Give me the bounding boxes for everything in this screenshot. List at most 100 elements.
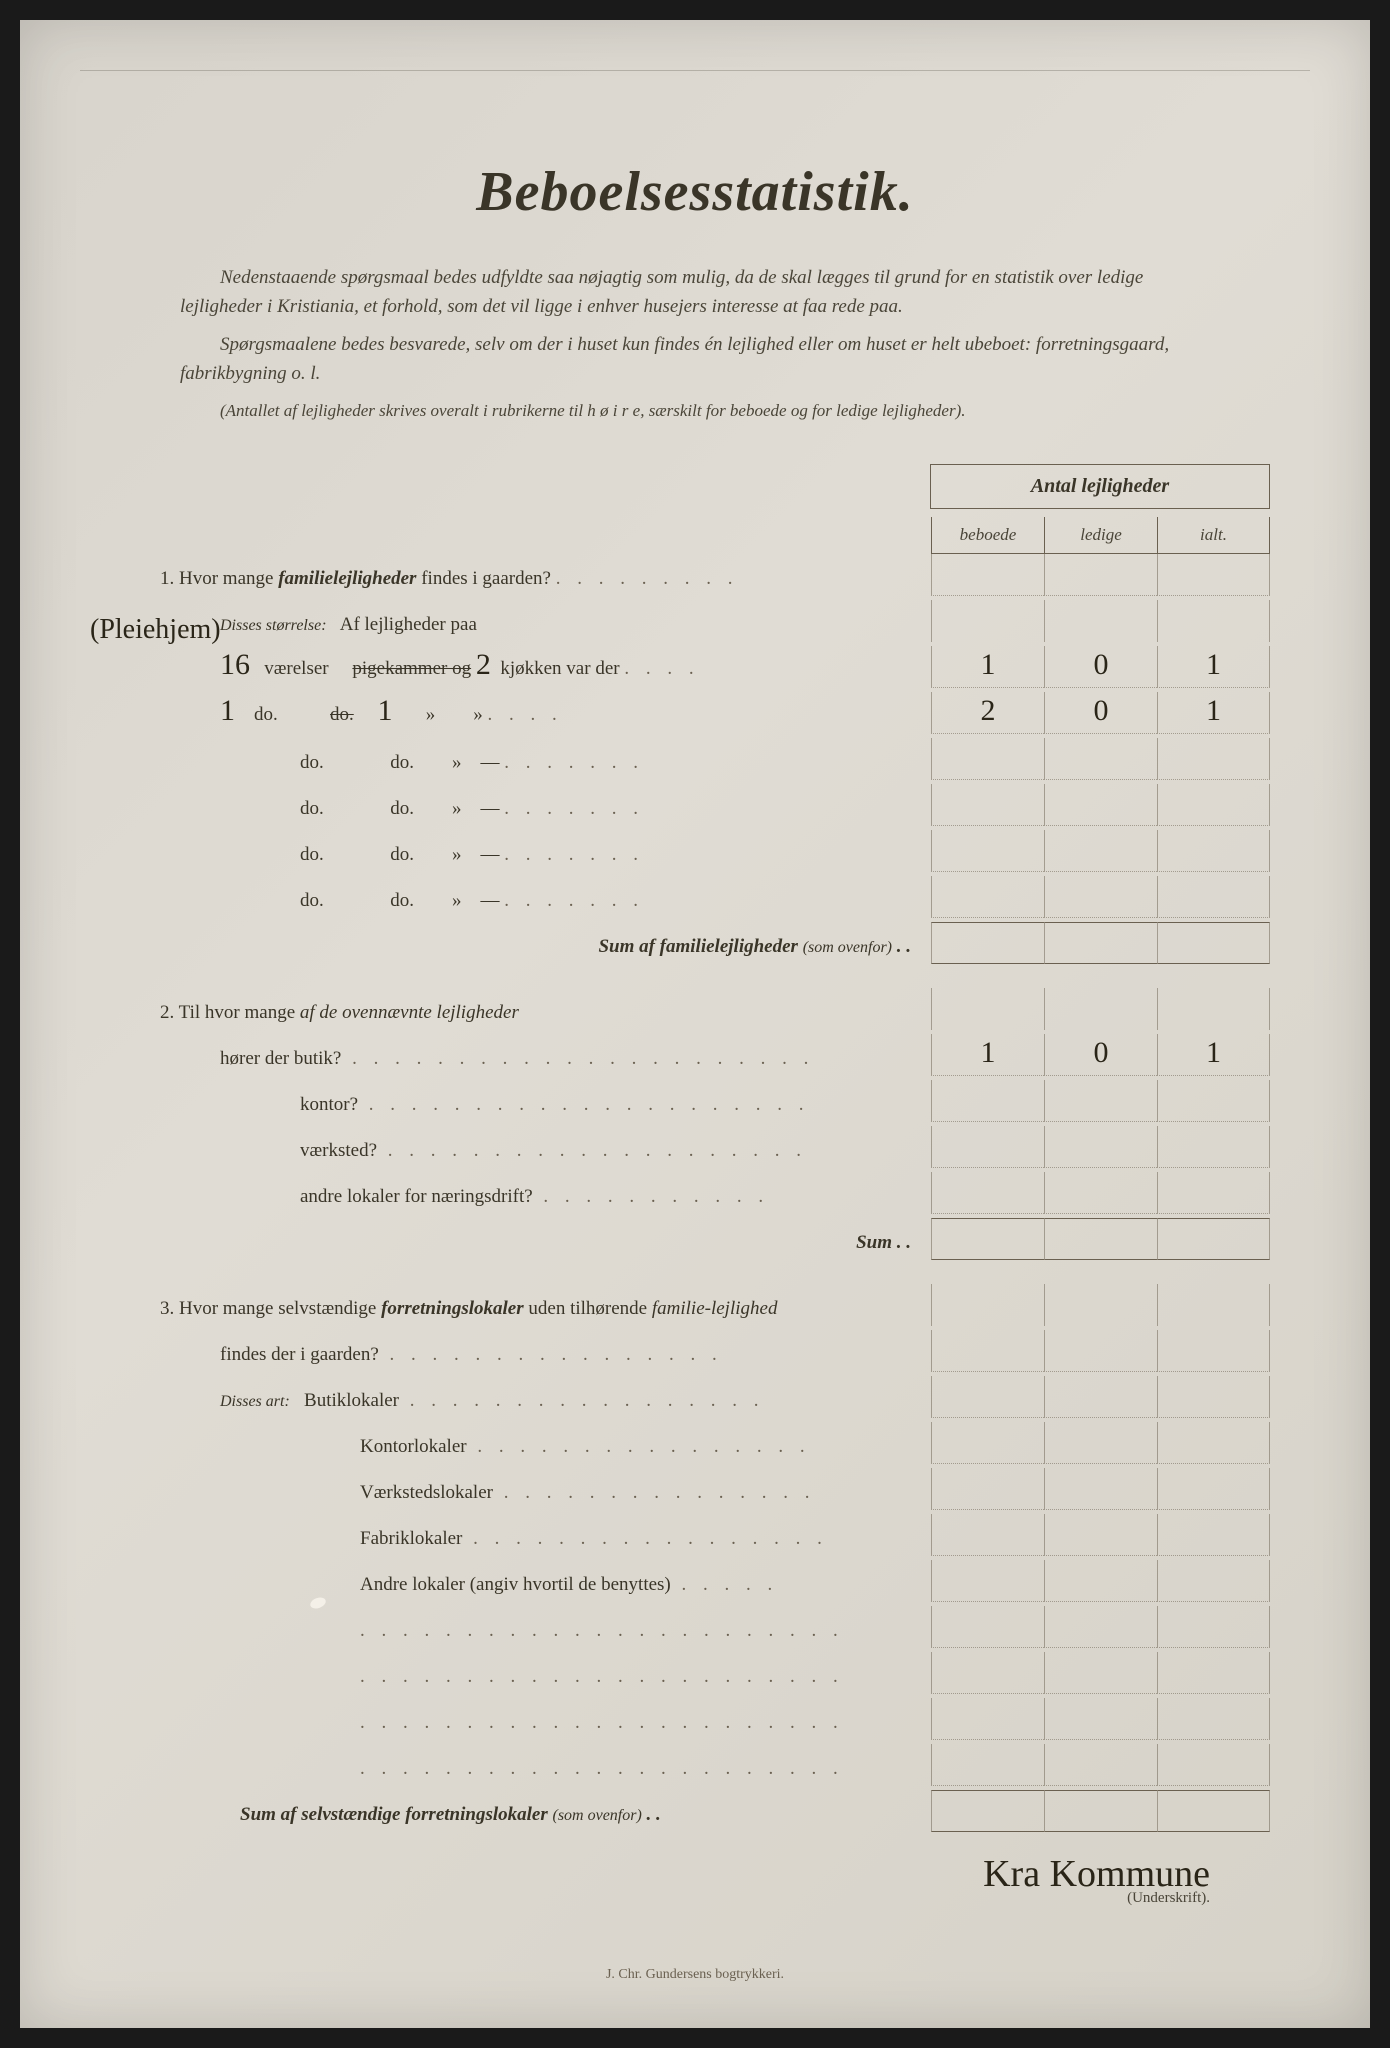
cell-ledige: 0 bbox=[1044, 646, 1157, 688]
cell bbox=[1157, 1376, 1270, 1418]
q3-fabrik-label: Fabriklokaler . . . . . . . . . . . . . … bbox=[120, 1528, 931, 1556]
cell bbox=[931, 876, 1044, 918]
q1-number: 1. bbox=[160, 568, 174, 589]
q2-kontor-label: kontor? . . . . . . . . . . . . . . . . … bbox=[120, 1094, 931, 1122]
cell bbox=[1044, 1744, 1157, 1786]
q2-andre-row: andre lokaler for næringsdrift? . . . . … bbox=[120, 1172, 1270, 1214]
document-page: Beboelsesstatistik. Nedenstaaende spørgs… bbox=[20, 20, 1370, 2028]
cell bbox=[1157, 1790, 1270, 1832]
q3-art-label: Disses art: Butiklokaler . . . . . . . .… bbox=[120, 1390, 931, 1418]
intro-paragraph-3: (Antallet af lejligheder skrives overalt… bbox=[180, 398, 1230, 424]
cell bbox=[1044, 784, 1157, 826]
cell bbox=[931, 1330, 1044, 1372]
cell bbox=[1044, 1514, 1157, 1556]
cell bbox=[1157, 1468, 1270, 1510]
cell bbox=[1044, 1284, 1157, 1326]
hand-kitchen-2: 1 bbox=[378, 694, 393, 727]
q2-sum-row: Sum . . bbox=[120, 1218, 1270, 1260]
column-group-header: Antal lejligheder bbox=[930, 464, 1270, 509]
q2-label: 2. Til hvor mange af de ovennævnte lejli… bbox=[120, 1002, 931, 1030]
hand-kitchen-1: 2 bbox=[476, 648, 491, 681]
cell bbox=[1044, 830, 1157, 872]
margin-note: (Pleiehjem) bbox=[90, 614, 221, 646]
q3-blank-2: . . . . . . . . . . . . . . . . . . . . … bbox=[120, 1652, 1270, 1694]
cell bbox=[931, 1560, 1044, 1602]
q1-do-label: do. do. » — . . . . . . . bbox=[120, 752, 931, 780]
cell bbox=[1044, 1172, 1157, 1214]
cell bbox=[1157, 1514, 1270, 1556]
q1-do-label: do. do. » — . . . . . . . bbox=[120, 798, 931, 826]
q3-andre-row: Andre lokaler (angiv hvortil de benyttes… bbox=[120, 1560, 1270, 1602]
cell bbox=[1044, 876, 1157, 918]
q3-vaerksted-label: Værkstedslokaler . . . . . . . . . . . .… bbox=[120, 1482, 931, 1510]
cell bbox=[1157, 1172, 1270, 1214]
cell bbox=[931, 738, 1044, 780]
q3-vaerksted-row: Værkstedslokaler . . . . . . . . . . . .… bbox=[120, 1468, 1270, 1510]
cell bbox=[1157, 876, 1270, 918]
cell bbox=[931, 1514, 1044, 1556]
q1-size-row-2: 1 do. do. 1 » » . . . . 2 0 1 bbox=[120, 692, 1270, 734]
cell bbox=[931, 1126, 1044, 1168]
q3-kontor-label: Kontorlokaler . . . . . . . . . . . . . … bbox=[120, 1436, 931, 1464]
cell bbox=[1157, 600, 1270, 642]
cell bbox=[1157, 1218, 1270, 1260]
cell bbox=[931, 1172, 1044, 1214]
q3-andre-label: Andre lokaler (angiv hvortil de benyttes… bbox=[120, 1574, 931, 1602]
cell bbox=[931, 600, 1044, 642]
cell-ialt: 1 bbox=[1157, 1034, 1270, 1076]
col-beboede: beboede bbox=[931, 517, 1044, 554]
cell bbox=[1157, 1560, 1270, 1602]
cell-beboede: 1 bbox=[931, 646, 1044, 688]
cell bbox=[931, 1468, 1044, 1510]
q1-do-label: do. do. » — . . . . . . . bbox=[120, 890, 931, 918]
intro-paragraph-2: Spørgsmaalene bedes besvarede, selv om d… bbox=[180, 331, 1230, 388]
q3-sum-label: Sum af selvstændige forretningslokaler (… bbox=[120, 1804, 931, 1832]
cell bbox=[931, 1080, 1044, 1122]
cell bbox=[1157, 784, 1270, 826]
q3-row-2: findes der i gaarden? . . . . . . . . . … bbox=[120, 1330, 1270, 1372]
q3-row: 3. Hvor mange selvstændige forretningslo… bbox=[120, 1284, 1270, 1326]
cell bbox=[1044, 1652, 1157, 1694]
cell bbox=[931, 554, 1044, 596]
q1-sub-label: (Pleiehjem) Disses størrelse: Af lejligh… bbox=[120, 614, 931, 642]
cell bbox=[1044, 1126, 1157, 1168]
q2-sum-label: Sum . . bbox=[120, 1232, 931, 1260]
q1-sub-row: (Pleiehjem) Disses størrelse: Af lejligh… bbox=[120, 600, 1270, 642]
cell bbox=[1157, 1744, 1270, 1786]
q2-butik-label: hører der butik? . . . . . . . . . . . .… bbox=[120, 1048, 931, 1076]
cell bbox=[1157, 554, 1270, 596]
dots: . . . . . . . . . bbox=[556, 568, 739, 589]
q3-kontor-row: Kontorlokaler . . . . . . . . . . . . . … bbox=[120, 1422, 1270, 1464]
col-ledige: ledige bbox=[1044, 517, 1157, 554]
cell bbox=[931, 1218, 1044, 1260]
cell bbox=[1044, 554, 1157, 596]
q3-label: 3. Hvor mange selvstændige forretningslo… bbox=[120, 1298, 931, 1326]
cell bbox=[1157, 1080, 1270, 1122]
q1-label: 1. Hvor mange familielejligheder findes … bbox=[120, 568, 931, 596]
cell bbox=[1157, 1698, 1270, 1740]
cell bbox=[1044, 1560, 1157, 1602]
cell bbox=[931, 784, 1044, 826]
column-subheader-row: beboede ledige ialt. bbox=[120, 517, 1270, 554]
q1-row: 1. Hvor mange familielejligheder findes … bbox=[120, 554, 1270, 596]
q1-size-label: 16 værelser pigekammer og 2 kjøkken var … bbox=[120, 648, 931, 688]
signature-block: Kra Kommune (Underskrift). bbox=[120, 1852, 1270, 1907]
cell bbox=[1044, 1218, 1157, 1260]
hand-rooms-2: 1 bbox=[220, 694, 235, 727]
cell bbox=[1044, 1422, 1157, 1464]
cell bbox=[931, 988, 1044, 1030]
cell bbox=[931, 1284, 1044, 1326]
cell bbox=[931, 1698, 1044, 1740]
cell bbox=[1157, 1126, 1270, 1168]
cell-beboede: 1 bbox=[931, 1034, 1044, 1076]
column-header-row: Antal lejligheder bbox=[120, 464, 1270, 509]
cell bbox=[1157, 1284, 1270, 1326]
col-ialt: ialt. bbox=[1157, 517, 1270, 554]
cell bbox=[1044, 1376, 1157, 1418]
cell bbox=[1157, 922, 1270, 964]
cell-ialt: 1 bbox=[1157, 646, 1270, 688]
cell bbox=[1157, 988, 1270, 1030]
q1-sum-label: Sum af familielejligheder (som ovenfor) … bbox=[120, 936, 931, 964]
q2-vaerksted-label: værksted? . . . . . . . . . . . . . . . … bbox=[120, 1140, 931, 1168]
cell bbox=[931, 1606, 1044, 1648]
